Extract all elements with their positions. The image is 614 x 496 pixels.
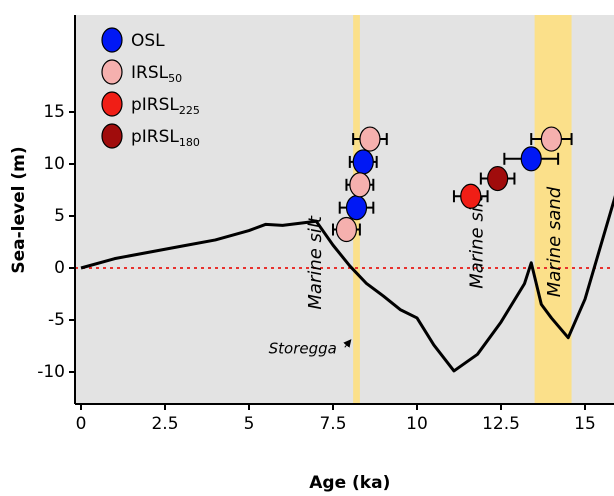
y-tick-label: 0	[54, 258, 65, 278]
storegga-arrow	[343, 339, 352, 348]
y-tick-label: -5	[48, 310, 65, 330]
annotation-label: Marine silt	[305, 215, 326, 310]
x-tick-label: 5	[244, 414, 255, 434]
data-point	[540, 126, 563, 152]
data-point	[520, 146, 542, 172]
legend-entry-name: pIRSL	[131, 95, 179, 115]
data-point	[349, 172, 371, 198]
legend-entry: pIRSL225	[131, 95, 200, 117]
storegga-label: Storegga	[269, 339, 337, 357]
legend-entry-subscript: 50	[168, 72, 182, 85]
legend-entry: OSL	[131, 31, 165, 51]
data-point	[352, 149, 374, 175]
highlight-band	[534, 15, 572, 404]
x-tick-label: 15	[574, 414, 596, 434]
data-point	[487, 165, 509, 192]
legend-marker	[101, 91, 123, 117]
y-tick-label: 5	[54, 206, 65, 226]
legend-entry-name: OSL	[131, 31, 165, 51]
y-tick-label: 10	[43, 154, 65, 174]
x-tick-label: 7.5	[319, 414, 346, 434]
y-tick-label: -10	[37, 362, 65, 382]
legend-entry-name: IRSL	[131, 63, 169, 83]
data-point	[345, 195, 368, 221]
y-tick-label: 15	[43, 102, 65, 122]
y-axis-label: Sea-level (m)	[9, 146, 29, 273]
x-tick-label: 2.5	[151, 414, 178, 434]
data-point	[335, 216, 358, 243]
annotation-label: Marine silt	[466, 194, 487, 289]
x-axis-label: Age (ka)	[309, 473, 390, 493]
legend-entry-subscript: 225	[179, 104, 200, 117]
legend-entry-subscript: 180	[179, 136, 200, 149]
legend-entry: pIRSL180	[131, 127, 200, 149]
legend-marker	[101, 27, 123, 53]
legend-marker	[101, 123, 123, 149]
data-point	[359, 126, 381, 152]
x-tick-label: 12.5	[482, 414, 520, 434]
annotation-label: Marine sand	[544, 186, 565, 297]
sea-level-curve	[80, 195, 614, 373]
data-point	[460, 183, 482, 209]
legend-entry-name: pIRSL	[131, 127, 179, 147]
legend-entry: IRSL50	[131, 63, 182, 85]
x-tick-label: 0	[76, 414, 87, 434]
legend-marker	[101, 59, 123, 85]
x-tick-label: 10	[406, 414, 428, 434]
